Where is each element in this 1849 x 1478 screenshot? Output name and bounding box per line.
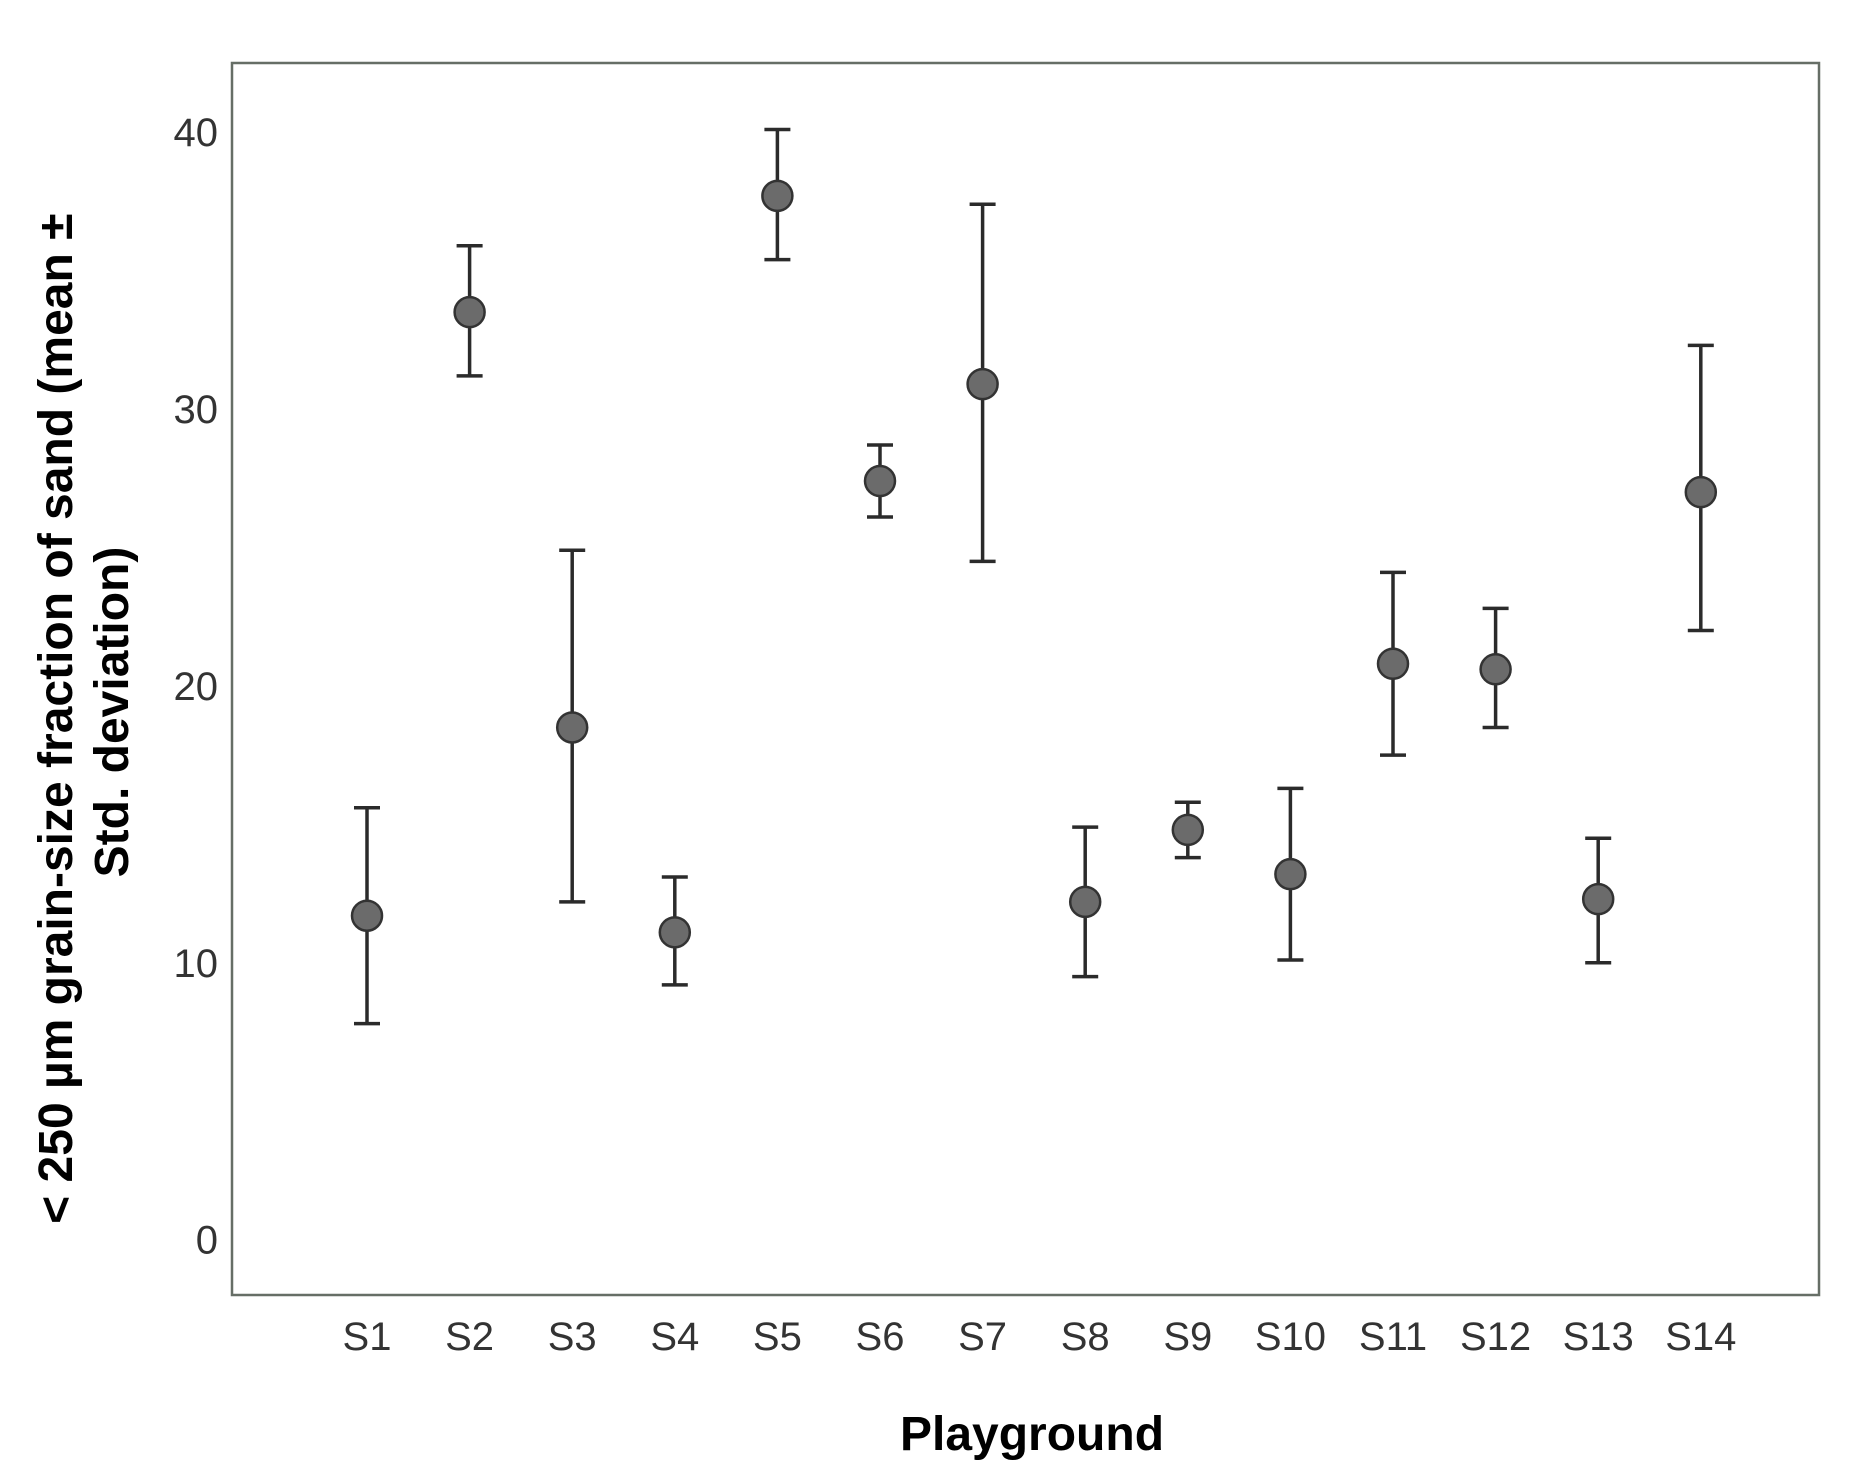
mean-marker	[1068, 885, 1102, 919]
y-tick-label: 20	[174, 665, 219, 709]
x-tick-label: S6	[856, 1315, 905, 1359]
x-tick-label: S9	[1163, 1315, 1212, 1359]
x-tick-label: S2	[445, 1315, 494, 1359]
x-axis-title: Playground	[900, 1408, 1164, 1461]
y-axis-title-line-2: Std. deviation)	[86, 547, 139, 878]
mean-marker	[1479, 653, 1512, 686]
y-tick-label: 30	[174, 388, 219, 432]
x-tick-label: S14	[1665, 1315, 1736, 1359]
x-tick-label: S10	[1255, 1315, 1326, 1359]
mean-marker	[350, 899, 384, 932]
x-tick-label: S5	[753, 1315, 802, 1359]
x-tick-label: S13	[1563, 1315, 1634, 1359]
mean-marker	[761, 179, 794, 213]
y-axis-ticks: 0 10 20 30 40	[174, 111, 219, 1262]
mean-marker	[1171, 813, 1205, 847]
errorbars-group	[354, 127, 1714, 1026]
x-tick-label: S3	[548, 1315, 597, 1359]
mean-marker	[1274, 857, 1307, 891]
mean-marker	[1581, 882, 1615, 916]
x-tick-label: S11	[1359, 1315, 1427, 1359]
mean-marker	[1684, 475, 1718, 509]
x-tick-label: S12	[1460, 1315, 1531, 1359]
x-tick-label: S8	[1061, 1315, 1110, 1359]
y-tick-label: 10	[174, 942, 219, 986]
y-axis-title: < 250 µm grain-size fraction of sand (me…	[30, 200, 139, 1224]
x-axis-ticks: S1 S2 S3 S4 S5 S6 S7 S8 S9 S10 S11 S12 S13 S14	[343, 1315, 1737, 1359]
mean-marker	[863, 464, 897, 498]
y-tick-label: 40	[174, 111, 219, 155]
x-tick-label: S7	[958, 1315, 1007, 1359]
x-tick-label: S4	[650, 1315, 699, 1359]
mean-marker	[1376, 647, 1410, 681]
mean-marker	[658, 916, 692, 949]
y-axis-title-line-1: < 250 µm grain-size fraction of sand (me…	[30, 214, 83, 1224]
x-tick-label: S1	[343, 1315, 392, 1359]
markers-group	[350, 179, 1718, 949]
mean-marker	[453, 295, 486, 329]
mean-marker	[966, 367, 999, 401]
mean-marker	[555, 711, 589, 744]
y-tick-label: 0	[196, 1219, 218, 1263]
plot-frame	[230, 61, 1821, 1297]
